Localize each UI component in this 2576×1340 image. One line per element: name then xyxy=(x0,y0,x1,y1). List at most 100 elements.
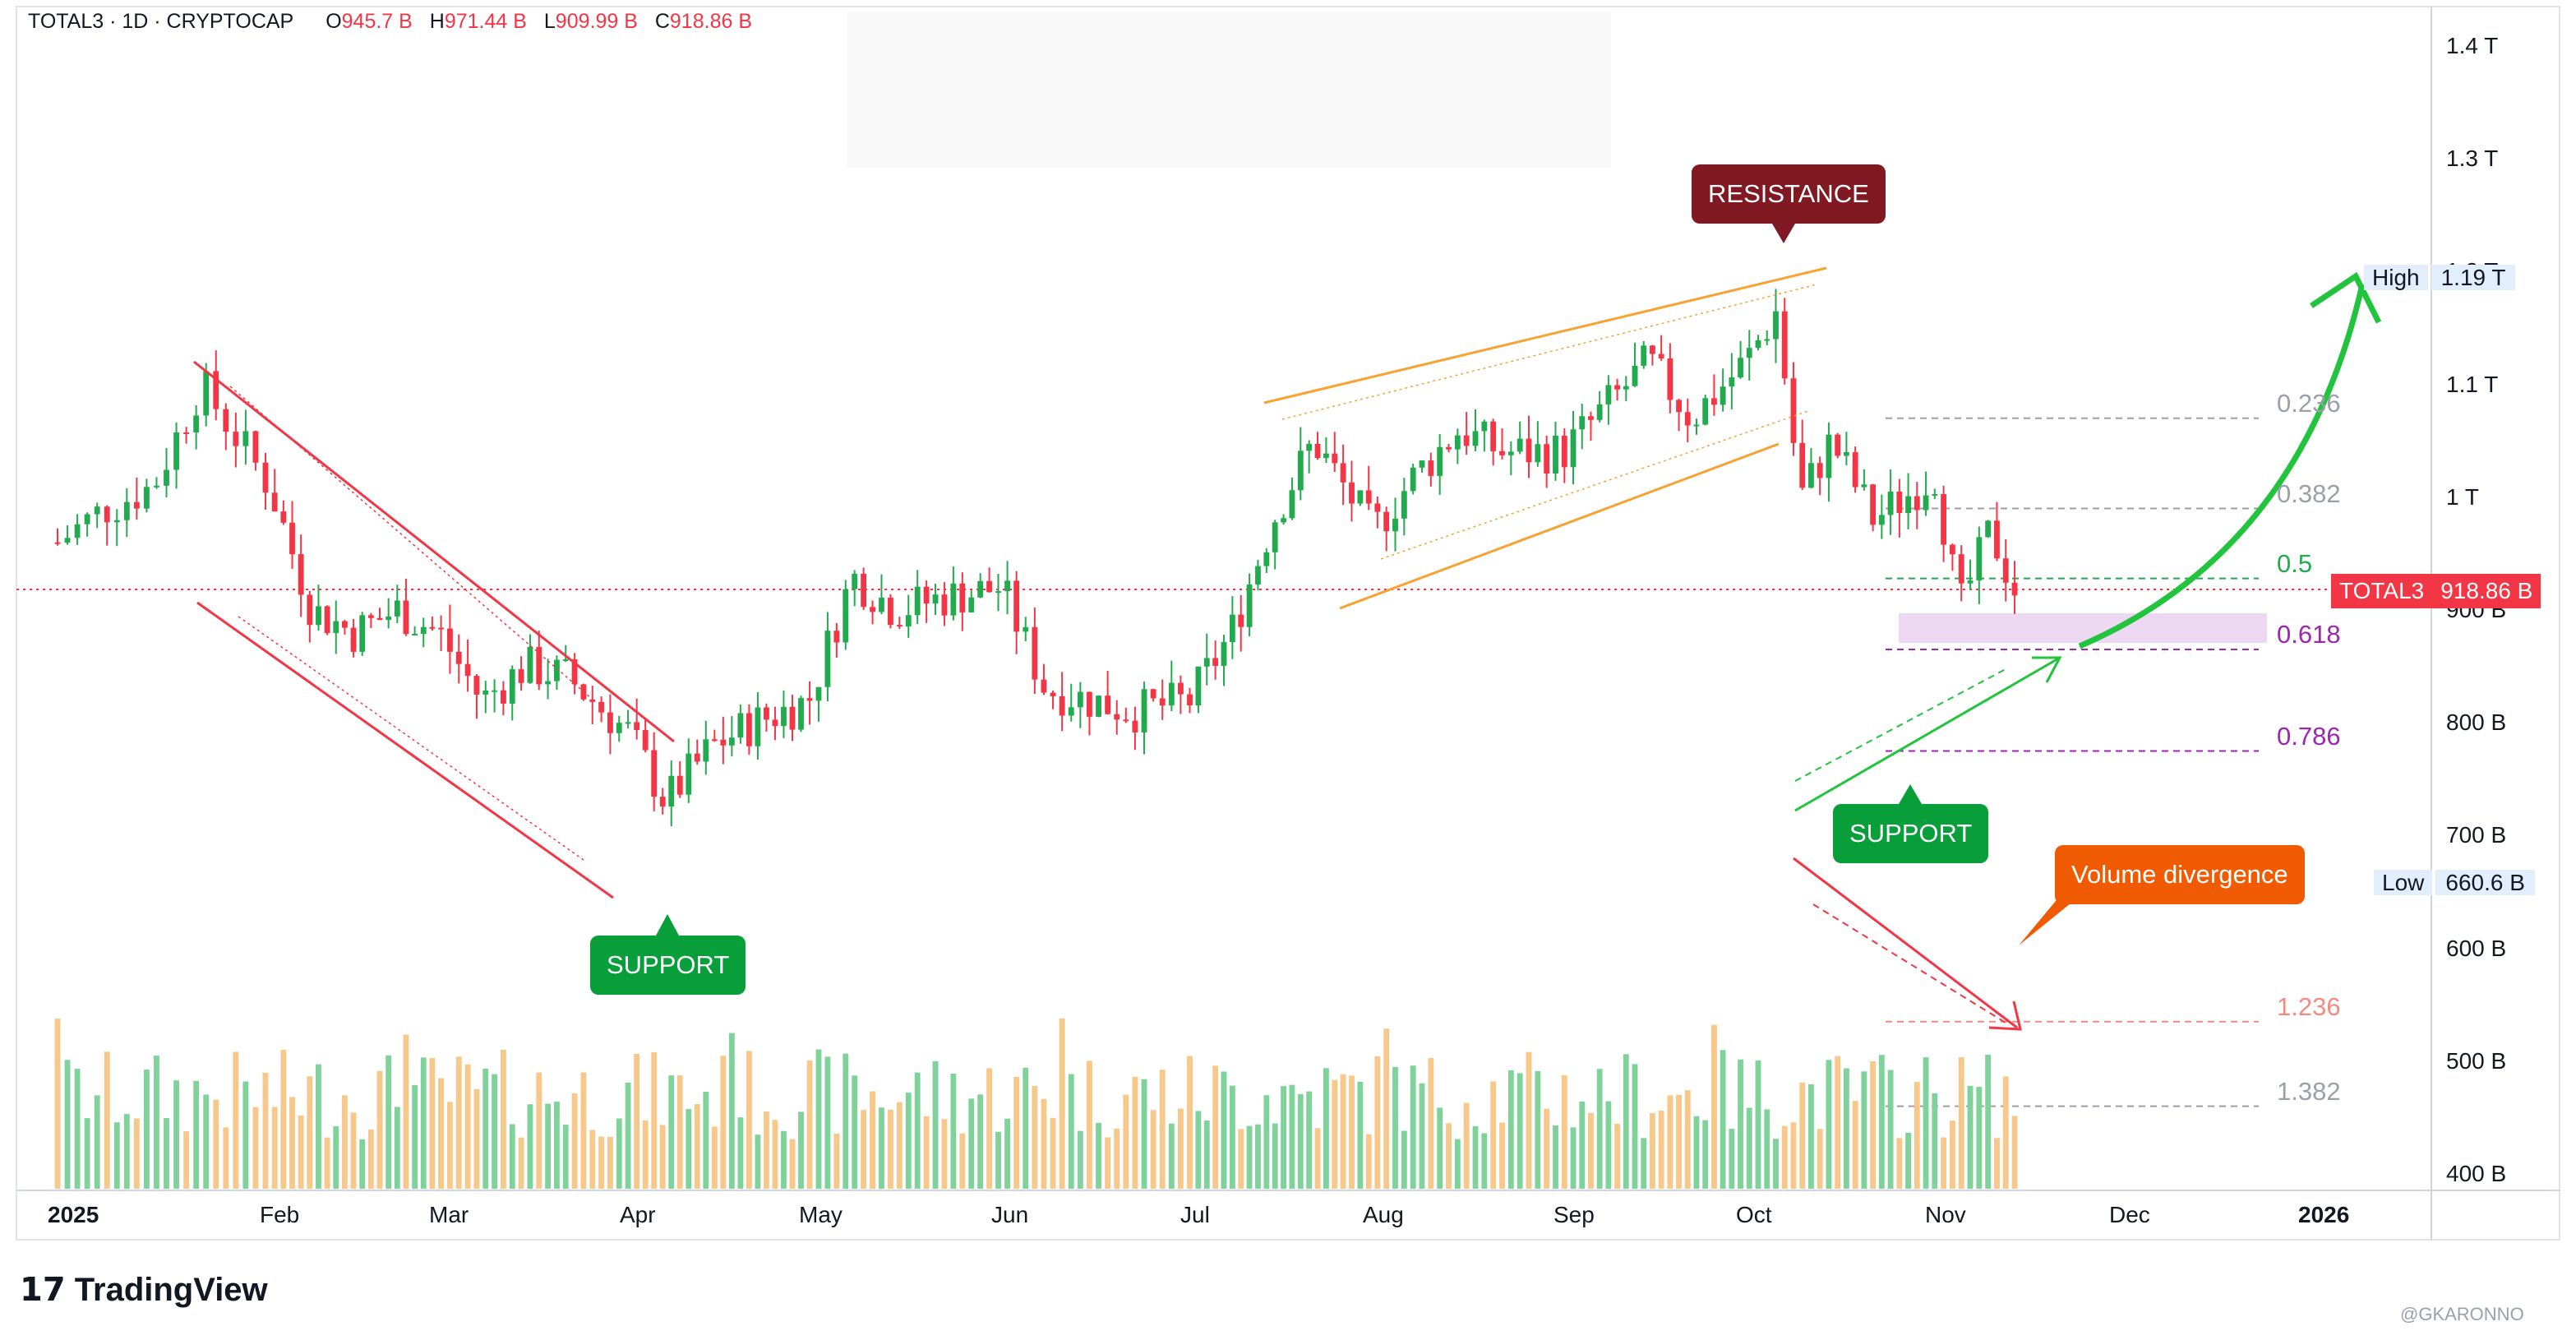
time-tick-label: Aug xyxy=(1363,1202,1404,1227)
candle-body xyxy=(385,616,392,621)
candle-body xyxy=(1272,522,1278,552)
volume-bar xyxy=(950,1073,957,1189)
volume-bar xyxy=(1976,1087,1983,1189)
volume-bar xyxy=(123,1114,130,1189)
chart-frame xyxy=(16,6,2560,1241)
volume-bar xyxy=(2011,1116,2018,1189)
volume-bar xyxy=(676,1075,683,1189)
volume-bar xyxy=(203,1094,210,1189)
watermark xyxy=(847,12,1611,168)
volume-bar xyxy=(1781,1125,1788,1189)
candle-body xyxy=(1861,484,1867,487)
volume-bar xyxy=(1463,1102,1470,1189)
volume-bar xyxy=(1004,1118,1010,1189)
candle-body xyxy=(223,409,229,432)
volume-bar xyxy=(1212,1065,1219,1189)
price-tick-label: 1.3 T xyxy=(2446,146,2499,172)
candle-body xyxy=(887,598,893,626)
volume-bar xyxy=(1255,1124,1261,1189)
candle-body xyxy=(412,633,418,635)
candle-body xyxy=(455,651,462,664)
volume-bar xyxy=(1246,1125,1253,1189)
volume-bar xyxy=(1195,1111,1202,1189)
candle-body xyxy=(1764,339,1770,341)
volume-bar xyxy=(359,1139,366,1189)
volume-bar xyxy=(746,1051,752,1189)
candle-body xyxy=(144,487,150,509)
candle-body xyxy=(1667,358,1673,400)
candle-body xyxy=(852,573,858,589)
candle-body xyxy=(625,722,631,724)
volume-bar xyxy=(376,1070,383,1189)
volume-bar xyxy=(1221,1071,1227,1189)
volume-bar xyxy=(1340,1074,1346,1189)
candle-body xyxy=(289,522,295,555)
volume-bar xyxy=(1958,1057,1964,1189)
symbol-header: TOTAL3 · 1D · CRYPTOCAP O945.7 B H971.44… xyxy=(28,10,752,33)
candle-body xyxy=(1596,404,1603,420)
candle-body xyxy=(833,631,840,643)
candle-body xyxy=(634,722,640,731)
volume-bar xyxy=(1790,1122,1797,1189)
candle-body xyxy=(1994,520,2000,559)
candle-body xyxy=(1650,345,1655,354)
volume-bar xyxy=(616,1118,622,1189)
volume-bar xyxy=(1729,1129,1735,1189)
volume-bar xyxy=(977,1094,984,1189)
candle-body xyxy=(1159,698,1166,706)
candle-body xyxy=(1141,689,1147,732)
volume-bar xyxy=(923,1116,930,1189)
volume-bar xyxy=(1272,1123,1278,1189)
candles xyxy=(54,289,2018,826)
descending-channel xyxy=(193,360,675,899)
volume-bar xyxy=(703,1092,709,1189)
time-tick-label: 2025 xyxy=(48,1202,99,1227)
candle-body xyxy=(133,501,140,509)
volume-bar xyxy=(1985,1054,1992,1189)
high-marker: High 1.19 T xyxy=(2364,261,2516,294)
volume-bar xyxy=(501,1050,506,1189)
candle-body xyxy=(1077,691,1083,708)
candle-body xyxy=(1023,626,1029,632)
candle-body xyxy=(968,597,975,612)
fib-label: 1.236 xyxy=(2277,991,2341,1021)
volume-bar xyxy=(1374,1056,1381,1189)
candle-body xyxy=(1870,484,1877,525)
volume-bar xyxy=(554,1102,560,1189)
volume-bar xyxy=(914,1072,921,1189)
volume-bar xyxy=(271,1107,278,1189)
volume-bar xyxy=(1013,1077,1020,1189)
candle-body xyxy=(376,617,383,621)
volume-bar xyxy=(1289,1084,1295,1189)
candle-body xyxy=(986,580,993,593)
candle-body xyxy=(1314,443,1321,459)
volume-bar xyxy=(1077,1130,1083,1189)
author-credit: @GKARONNO xyxy=(2400,1304,2524,1324)
volume-bar xyxy=(1852,1101,1858,1189)
candle-body xyxy=(1187,694,1193,705)
candle-body xyxy=(1472,431,1479,446)
candle-body xyxy=(1401,491,1407,519)
volume-bar xyxy=(815,1049,822,1189)
volume-bar xyxy=(262,1072,269,1189)
volume-bar xyxy=(1297,1093,1304,1189)
fib-label: 0.382 xyxy=(2277,478,2341,508)
volume-bar xyxy=(1702,1120,1709,1189)
candle-body xyxy=(1817,463,1823,478)
candle-body xyxy=(870,607,875,612)
candle-body xyxy=(861,573,867,608)
volume-bar xyxy=(995,1131,1001,1189)
volume-bar xyxy=(1114,1128,1120,1189)
candle-body xyxy=(545,681,552,685)
candle-body xyxy=(1710,398,1717,405)
volume-bar xyxy=(798,1111,804,1189)
candle-body xyxy=(233,432,239,446)
low-marker: Low 660.6 B xyxy=(2374,866,2535,899)
fib-0618-zone xyxy=(1899,613,2267,643)
time-tick-label: Sep xyxy=(1553,1202,1595,1227)
volume-bar xyxy=(183,1131,190,1189)
tradingview-logo[interactable]: 𝟭𝟳 TradingView xyxy=(20,1272,268,1308)
candle-body xyxy=(1790,378,1797,443)
candle-body xyxy=(1263,552,1270,566)
